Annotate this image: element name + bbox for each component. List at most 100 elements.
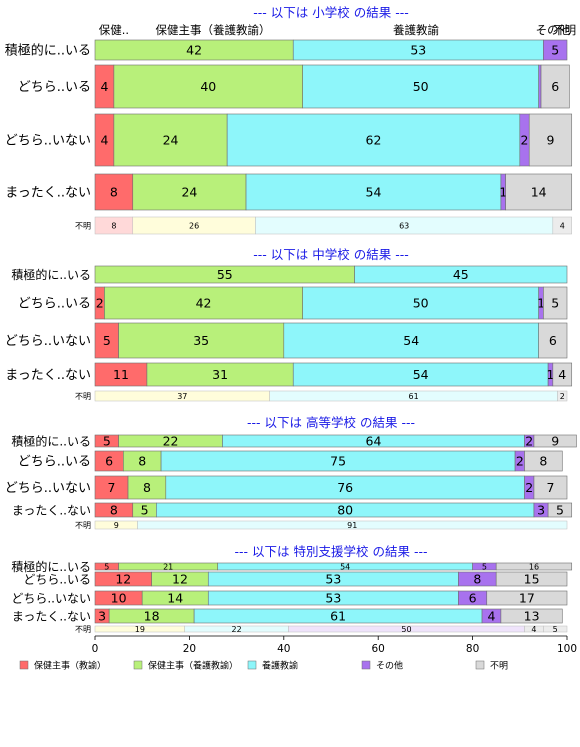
panel-title: --- 以下は 高等学校 の結果 --- <box>247 415 415 430</box>
bar-segment <box>500 608 563 624</box>
data-label: 1 <box>547 367 555 382</box>
x-tick-label: 60 <box>372 643 385 655</box>
data-label: 26 <box>189 221 199 230</box>
data-label: 40 <box>200 79 216 94</box>
data-label: 4 <box>100 79 108 94</box>
legend-label: 保健主事（教諭） <box>34 660 106 672</box>
data-label: 6 <box>549 333 557 348</box>
header-label: 養護教諭 <box>393 23 439 37</box>
data-label: 63 <box>399 221 409 230</box>
bar-segment <box>552 362 573 387</box>
data-label: 4 <box>531 625 536 634</box>
data-label: 55 <box>217 267 233 282</box>
data-label: 42 <box>186 43 202 58</box>
data-label: 5 <box>551 43 559 58</box>
data-label: 80 <box>337 503 353 518</box>
data-label: 4 <box>560 221 565 230</box>
row-label-unknown: 不明 <box>75 392 91 401</box>
data-label: 2 <box>516 454 524 469</box>
bar-segment <box>486 590 568 606</box>
x-tick-label: 80 <box>466 643 479 655</box>
row-label: どちら..いない <box>5 481 91 496</box>
data-label: 62 <box>366 133 382 148</box>
panel-title: --- 以下は 特別支援学校 の結果 --- <box>235 544 428 559</box>
data-label: 42 <box>196 296 212 311</box>
data-label: 12 <box>172 572 188 587</box>
data-label: 8 <box>138 454 146 469</box>
legend-label: 保健主事（養護教諭） <box>148 660 238 672</box>
header-label: その他 <box>536 23 571 37</box>
data-label: 8 <box>111 221 116 230</box>
legend-label: 不明 <box>490 661 508 672</box>
row-label: まったく..ない <box>5 368 91 383</box>
row-label: 積極的に..いる <box>5 43 91 59</box>
data-label: 12 <box>115 572 131 587</box>
data-label: 7 <box>108 480 116 495</box>
data-label: 35 <box>193 333 209 348</box>
row-label-unknown: 不明 <box>75 625 91 634</box>
legend-swatch <box>247 660 257 670</box>
data-label: 54 <box>340 562 350 571</box>
data-label: 64 <box>366 434 382 449</box>
data-label: 19 <box>135 625 145 634</box>
data-label: 14 <box>167 591 183 606</box>
data-label: 2 <box>525 434 533 449</box>
data-label: 5 <box>104 562 109 571</box>
row-label: どちら..いる <box>18 455 91 470</box>
bar-segment <box>118 322 285 359</box>
data-label: 7 <box>547 480 555 495</box>
row-label: どちら..いる <box>18 297 91 312</box>
row-label: まったく..ない <box>5 186 91 201</box>
data-label: 50 <box>413 296 429 311</box>
bar-segment <box>495 571 568 587</box>
x-tick-label: 0 <box>92 643 99 655</box>
data-label: 37 <box>177 392 187 401</box>
data-label: 8 <box>110 503 118 518</box>
data-label: 1 <box>499 185 507 200</box>
row-label: まったく..ない <box>12 609 91 623</box>
bar-segment <box>557 390 568 402</box>
bar-segment <box>302 64 539 109</box>
row-label-unknown: 不明 <box>75 221 91 230</box>
data-label: 16 <box>529 562 539 571</box>
data-label: 9 <box>547 133 555 148</box>
bar-segment <box>505 173 573 211</box>
data-label: 24 <box>163 133 179 148</box>
data-label: 5 <box>553 625 558 634</box>
data-label: 5 <box>482 562 487 571</box>
bar-segment <box>245 173 502 211</box>
bar-segment <box>283 322 539 359</box>
data-label: 13 <box>524 609 540 624</box>
data-label: 5 <box>551 296 559 311</box>
data-label: 4 <box>100 133 108 148</box>
data-label: 53 <box>325 572 341 587</box>
x-tick-label: 100 <box>557 643 577 655</box>
data-label: 6 <box>551 79 559 94</box>
bar-segment <box>132 173 247 211</box>
data-label: 50 <box>413 79 429 94</box>
bar-segment <box>538 322 568 359</box>
data-label: 8 <box>143 480 151 495</box>
bar-segment <box>552 216 572 235</box>
data-label: 8 <box>110 185 118 200</box>
row-label: 積極的に..いる <box>11 559 91 574</box>
bar-segment <box>94 173 134 211</box>
data-label: 8 <box>539 454 547 469</box>
row-label: どちら..いない <box>11 591 91 605</box>
header-label: 不明 <box>553 23 576 37</box>
data-label: 9 <box>114 521 119 530</box>
data-label: 53 <box>325 591 341 606</box>
row-label: どちら..いない <box>5 334 91 349</box>
data-label: 6 <box>105 454 113 469</box>
data-label: 14 <box>531 185 547 200</box>
data-label: 5 <box>103 434 111 449</box>
panel-title: --- 以下は 中学校 の結果 --- <box>253 247 408 262</box>
data-label: 1 <box>537 296 545 311</box>
bar-segment <box>528 113 573 167</box>
bar-segment <box>533 434 577 448</box>
row-label: 積極的に..いる <box>11 433 91 448</box>
x-tick-label: 40 <box>277 643 290 655</box>
bar-segment <box>543 286 568 320</box>
data-label: 18 <box>144 609 160 624</box>
